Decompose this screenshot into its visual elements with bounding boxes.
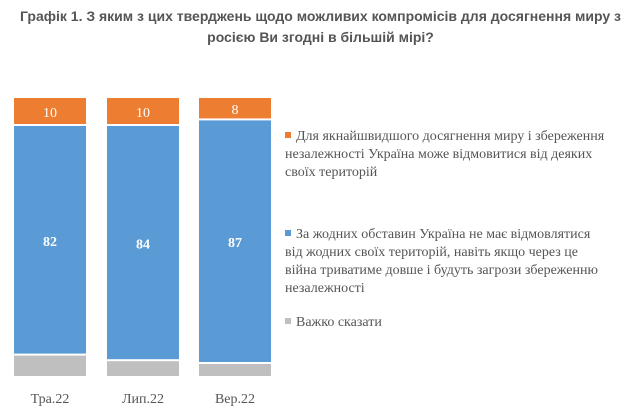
bar-segment bbox=[14, 355, 86, 376]
bar-segment bbox=[199, 120, 271, 363]
bar-segment bbox=[14, 98, 86, 124]
data-label: 87 bbox=[228, 236, 242, 251]
bar-segment bbox=[107, 98, 179, 124]
x-tick-label: Тра.22 bbox=[31, 392, 70, 407]
bar-segment bbox=[14, 126, 86, 354]
legend-label: За жодних обставин Україна не має відмов… bbox=[285, 227, 598, 296]
legend-item-hard-to-say: Важко сказати bbox=[285, 314, 605, 332]
legend-swatch-orange bbox=[285, 131, 291, 138]
data-label: 10 bbox=[43, 106, 57, 121]
bar-segment bbox=[199, 98, 271, 119]
x-tick-label: Лип.22 bbox=[122, 392, 164, 407]
chart-title: Графік 1. З яким з цих тверджень щодо мо… bbox=[20, 8, 621, 45]
bar-segment bbox=[107, 361, 179, 376]
legend-label: Для якнайшвидшого досягнення миру і збер… bbox=[285, 129, 605, 180]
legend-label: Важко сказати bbox=[296, 315, 382, 330]
data-label: 84 bbox=[136, 238, 150, 253]
data-label: 8 bbox=[232, 103, 239, 118]
legend-swatch-blue bbox=[285, 229, 291, 236]
bar-segment bbox=[107, 126, 179, 360]
x-tick-label: Вер.22 bbox=[215, 392, 255, 407]
data-label: 10 bbox=[136, 106, 150, 121]
legend-swatch-gray bbox=[285, 317, 291, 324]
data-label: 82 bbox=[43, 235, 57, 250]
legend-item-territory-concession: Для якнайшвидшого досягнення миру і збер… bbox=[285, 128, 605, 182]
legend-item-no-concession: За жодних обставин Україна не має відмов… bbox=[285, 226, 605, 298]
bar-segment bbox=[199, 364, 271, 376]
